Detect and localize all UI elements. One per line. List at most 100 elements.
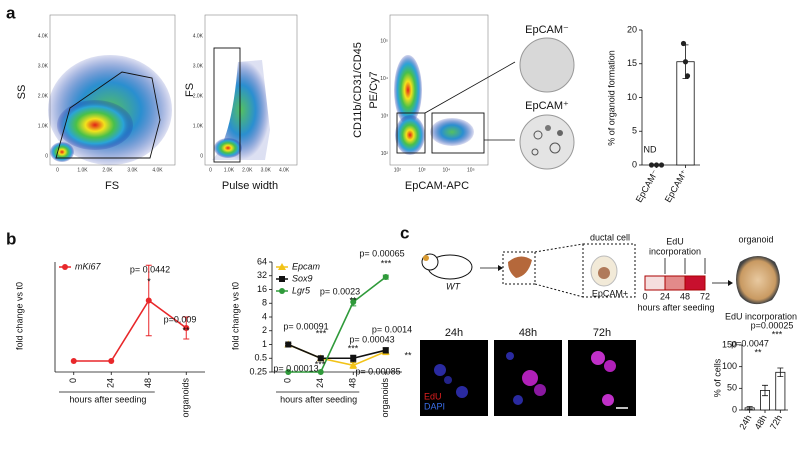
- point: [682, 59, 689, 65]
- y-tick-label: 0.25: [249, 366, 267, 376]
- flow-tick-label: 10²: [381, 151, 389, 157]
- annotation: p= 0.0442: [130, 264, 170, 274]
- annotation: ***: [315, 359, 326, 369]
- legend-label: Lgr5: [292, 285, 311, 295]
- annotation: p= 0.00013: [273, 363, 318, 373]
- flow-tick-label: 4.0K: [193, 33, 204, 39]
- time-label: 24h: [445, 327, 463, 339]
- annotation: **: [349, 295, 357, 305]
- x-tick-label: 0: [283, 378, 293, 383]
- legend-label: Sox9: [292, 273, 313, 283]
- x-tick-label: 24h: [737, 413, 753, 431]
- schematic-label: WT: [446, 281, 461, 291]
- flow-tick-label: 3.0K: [38, 63, 49, 69]
- x-tick-label: 72h: [768, 413, 784, 431]
- image-label: EpCAM⁺: [525, 100, 569, 112]
- annotation: p=0.0047: [731, 338, 769, 348]
- axis-label: fold change vs t0: [14, 282, 24, 350]
- x-tick-label: 48: [348, 378, 358, 388]
- y-tick-label: 0.5: [254, 353, 267, 363]
- schematic-label: hours after seeding: [637, 302, 714, 312]
- chart-title: EdU incorporation: [725, 311, 797, 321]
- schematic-label: organoid: [738, 234, 773, 244]
- stain-label: DAPI: [424, 401, 445, 411]
- stain-label: EdU: [424, 391, 442, 401]
- y-tick-label: 64: [257, 256, 267, 266]
- axis-label: PE/Cy7: [368, 71, 380, 108]
- y-tick-label: 50: [727, 383, 737, 393]
- annotation: *: [147, 276, 151, 286]
- y-tick-label: 20: [627, 24, 637, 34]
- schematic-label: ductal cell: [590, 232, 630, 242]
- flow-tick-label: 10⁵: [380, 39, 388, 45]
- error-bar: [746, 406, 753, 410]
- flow-tick-label: 10²: [394, 167, 402, 173]
- marker: [317, 355, 324, 362]
- line: [287, 343, 386, 360]
- marker: [108, 358, 115, 364]
- axis-label: FS: [184, 83, 196, 97]
- schematic-label: EpCAM+: [592, 288, 628, 298]
- x-tick-label: 0: [68, 378, 78, 383]
- x-tick-label: organoids: [181, 378, 191, 418]
- image-label: EpCAM⁻: [525, 24, 569, 36]
- axis-label: CD11b/CD31/CD45: [352, 42, 364, 138]
- time-tick: 72: [700, 291, 710, 301]
- annotation: ND: [644, 144, 657, 154]
- y-tick-label: 2: [262, 325, 267, 335]
- error-bar: [777, 367, 784, 378]
- error-bar: [762, 384, 768, 397]
- marker: [349, 361, 358, 369]
- marker: [279, 276, 285, 282]
- point: [653, 162, 660, 168]
- x-tick-label: 24: [106, 378, 116, 388]
- axis-label: FS: [105, 180, 119, 192]
- annotation: **: [404, 350, 412, 360]
- y-tick-label: 5: [632, 126, 637, 136]
- annotation: p= 0.0023: [320, 286, 360, 296]
- flow-plot: [389, 14, 489, 166]
- annotation: p= 0.00065: [359, 248, 404, 258]
- flow-tick-label: 3.0K: [193, 63, 204, 69]
- y-tick-label: 16: [257, 284, 267, 294]
- annotation: ***: [772, 329, 783, 339]
- y-tick-label: 1: [262, 339, 267, 349]
- flow-tick-label: 0: [56, 167, 59, 173]
- annotation: p= 0.00085: [355, 366, 400, 376]
- x-tick-label: 48h: [753, 413, 769, 431]
- flow-tick-label: 3.0K: [127, 167, 138, 173]
- x-tick-label: EpCAM⁻: [634, 168, 661, 204]
- flow-tick-label: 0: [200, 153, 203, 159]
- time-tick: 24: [660, 291, 670, 301]
- marker: [285, 369, 292, 375]
- micrographs: 24h 48h 72h EdU DAPI: [420, 327, 636, 416]
- y-tick-label: 100: [722, 361, 737, 371]
- flow-tick-label: 4.0K: [152, 167, 163, 173]
- x-tick-label: organoids: [380, 378, 390, 418]
- schematic-label: EdU: [666, 236, 684, 246]
- panel-label: c: [400, 223, 409, 242]
- x-tick-label: 24: [315, 378, 325, 388]
- time-tick: 0: [642, 291, 647, 301]
- flow-tick-label: 1.0K: [77, 167, 88, 173]
- group-label: hours after seeding: [69, 394, 146, 404]
- marker: [183, 325, 190, 331]
- y-tick-label: 10: [627, 92, 637, 102]
- schematic: WT ductal cell EpCAM+ EdU incorporation …: [421, 232, 780, 312]
- legend-label: Epcam: [292, 261, 321, 271]
- y-tick-label: 8: [262, 298, 267, 308]
- group-label: hours after seeding: [280, 394, 357, 404]
- annotation: ***: [348, 343, 359, 353]
- panel-labels: a b c: [6, 3, 409, 248]
- x-tick-label: 48: [143, 378, 153, 388]
- legend-label: mKi67: [75, 261, 102, 271]
- marker: [145, 297, 152, 304]
- y-tick-label: 15: [627, 58, 637, 68]
- x-tick-label: EpCAM⁺: [663, 168, 690, 204]
- flow-tick-label: 10³: [418, 167, 426, 173]
- axis-label: Pulse width: [222, 180, 278, 192]
- flow-tick-label: 2.0K: [242, 167, 253, 173]
- y-tick-label: 4: [262, 311, 267, 321]
- y-tick-label: 0: [732, 404, 737, 414]
- marker: [70, 358, 77, 364]
